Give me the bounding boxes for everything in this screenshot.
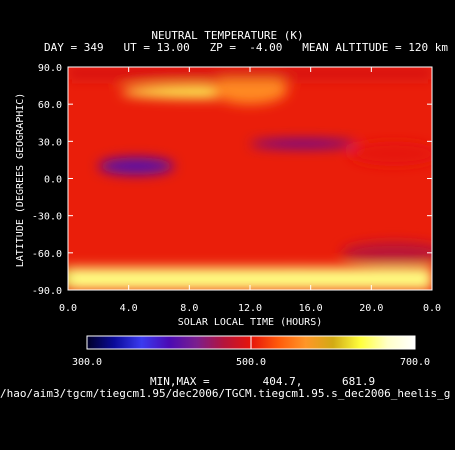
heatmap-south-band	[68, 267, 432, 290]
x-tick-label: 16.0	[299, 303, 323, 314]
axes: 0.0 4.0 8.0 12.0 16.0 20.0 0.0 90.0 60.0 30.0 0.0 -…	[32, 63, 441, 314]
colorbar-ticks: 300.0 500.0 700.0	[72, 336, 430, 368]
y-tick-label: 60.0	[38, 100, 62, 111]
colorbar-tick-label: 500.0	[236, 357, 266, 368]
chart-title: NEUTRAL TEMPERATURE (K)	[151, 29, 304, 42]
y-tick-label: -30.0	[32, 212, 62, 223]
heatmap-feature	[348, 141, 432, 167]
heatmap-north-band	[68, 67, 432, 80]
x-tick-label: 20.0	[359, 303, 383, 314]
y-axis-label: LATITUDE (DEGREES GEOGRAPHIC)	[15, 93, 26, 268]
y-tick-label: -90.0	[32, 286, 62, 297]
x-axis-label: SOLAR LOCAL TIME (HOURS)	[178, 317, 323, 328]
y-tick-label: 0.0	[44, 175, 62, 186]
x-tick-label: 0.0	[423, 303, 441, 314]
y-tick-label: 90.0	[38, 63, 62, 74]
heatmap-feature	[341, 241, 432, 264]
heatmap-feature	[212, 74, 288, 105]
colorbar-tick-label: 300.0	[72, 357, 102, 368]
x-tick-label: 4.0	[120, 303, 138, 314]
x-tick-label: 12.0	[238, 303, 262, 314]
y-tick-label: 30.0	[38, 137, 62, 148]
min-max-readout: MIN,MAX = 404.7, 681.9	[150, 375, 376, 388]
file-path-label: /hao/aim3/tgcm/tiegcm1.95/dec2006/TGCM.t…	[0, 387, 451, 400]
chart-subtitle: DAY = 349 UT = 13.00 ZP = -4.00 MEAN ALT…	[44, 41, 448, 54]
heatmap-feature	[260, 140, 346, 147]
y-tick-label: -60.0	[32, 249, 62, 260]
colorbar-tick-label: 700.0	[400, 357, 430, 368]
x-tick-label: 8.0	[180, 303, 198, 314]
heatmap-feature	[105, 159, 167, 174]
x-tick-label: 0.0	[59, 303, 77, 314]
plot-area	[68, 67, 432, 290]
